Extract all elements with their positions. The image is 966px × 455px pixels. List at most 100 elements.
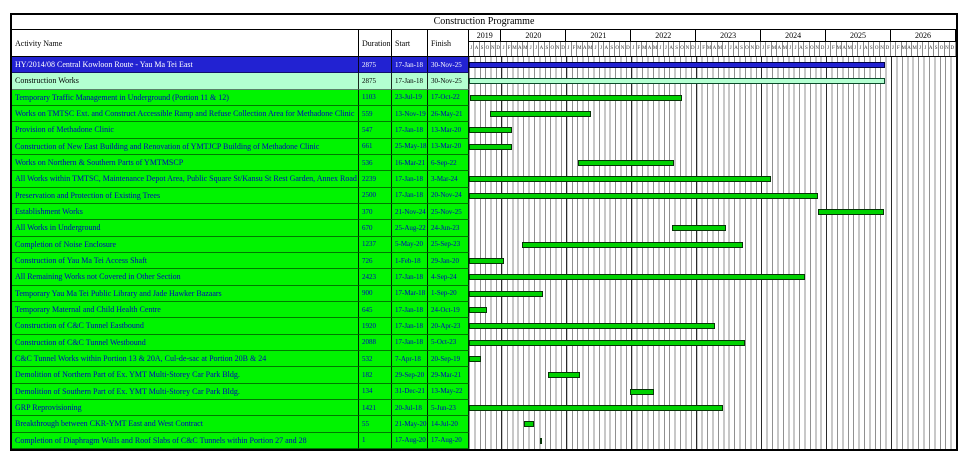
gantt-cell <box>469 171 956 187</box>
month-label: M <box>512 42 518 56</box>
activity-name-cell: Breakthrough between CKR-YMT East and We… <box>12 416 359 433</box>
gantt-bar <box>577 160 675 167</box>
month-label: S <box>545 42 551 56</box>
month-label: D <box>885 42 891 56</box>
gantt-cell <box>469 302 956 318</box>
gantt-cell <box>469 204 956 220</box>
month-label: J <box>631 42 637 56</box>
column-header-activity: Activity Name <box>12 30 359 56</box>
month-label: N <box>815 42 821 56</box>
month-label: M <box>912 42 918 56</box>
month-label: O <box>680 42 686 56</box>
gantt-cell <box>469 433 956 449</box>
activity-name-cell: Works on Northern & Southern Parts of YM… <box>12 154 359 172</box>
month-label: F <box>637 42 642 56</box>
year-label: 2022 <box>631 30 697 41</box>
month-label: F <box>507 42 513 56</box>
month-label: S <box>934 42 940 56</box>
table-row: Temporary Traffic Management in Undergro… <box>12 89 956 106</box>
activity-name-cell: Completion of Noise Enclosure <box>12 236 359 253</box>
gantt-bar <box>540 437 543 444</box>
month-label: O <box>810 42 815 56</box>
month-label: N <box>750 42 756 56</box>
month-label: F <box>572 42 578 56</box>
table-row: Temporary Yau Ma Tei Public Library and … <box>12 285 956 302</box>
year-label: 2025 <box>826 30 891 41</box>
year-label: 2024 <box>761 30 827 41</box>
month-label: J <box>826 42 832 56</box>
activity-name-cell: All Works in Underground <box>12 220 359 237</box>
table-row: Establishment Works 370 21-Nov-24 25-Nov-25 <box>12 203 956 221</box>
month-label: A <box>669 42 675 56</box>
start-date-cell: 17-Jan-18 <box>392 301 428 319</box>
activity-name-cell: All Works within TMTSC, Maintenance Depo… <box>12 171 359 188</box>
start-date-cell: 25-Aug-22 <box>392 220 428 237</box>
month-label: S <box>739 42 745 56</box>
duration-cell: 1103 <box>359 89 392 106</box>
start-date-cell: 17-Jan-18 <box>392 318 428 335</box>
table-row: Completion of Diaphragm Walls and Roof S… <box>12 432 956 449</box>
start-date-cell: 17-Mar-18 <box>392 285 428 302</box>
month-label: O <box>745 42 751 56</box>
month-label: A <box>604 42 610 56</box>
finish-date-cell: 17-Oct-22 <box>428 89 469 106</box>
activity-name-cell: HY/2014/08 Central Kowloon Route - Yau M… <box>12 57 359 74</box>
table-row: All Works in Underground 670 25-Aug-22 24-J… <box>12 220 956 237</box>
gantt-bar <box>469 143 513 150</box>
gantt-cell <box>469 318 956 334</box>
gantt-bar <box>521 241 743 248</box>
construction-programme-chart: Construction Programme Activity Name Dur… <box>10 13 958 451</box>
activity-name-cell: All Remaining Works not Covered in Other… <box>12 269 359 286</box>
month-label: N <box>491 42 497 56</box>
duration-cell: 1 <box>359 432 392 449</box>
gantt-cell <box>469 416 956 432</box>
gantt-bar <box>469 127 513 134</box>
month-label: J <box>528 42 534 56</box>
month-label: J <box>658 42 664 56</box>
month-label: A <box>799 42 805 56</box>
gantt-bar <box>469 176 772 183</box>
activity-name-cell: Construction Works <box>12 73 359 90</box>
month-label: S <box>674 42 680 56</box>
gantt-bar <box>469 307 488 314</box>
activity-name-cell: Demolition of Northern Part of Ex. YMT M… <box>12 367 359 384</box>
gantt-bar <box>469 405 723 412</box>
table-row: Temporary Maternal and Child Health Cent… <box>12 301 956 319</box>
month-label: O <box>615 42 621 56</box>
month-label: A <box>842 42 848 56</box>
month-label: J <box>761 42 767 56</box>
activity-name-cell: Temporary Maternal and Child Health Cent… <box>12 301 359 319</box>
month-label: J <box>566 42 572 56</box>
month-label: A <box>583 42 588 56</box>
start-date-cell: 17-Jan-18 <box>392 334 428 351</box>
month-label: J <box>599 42 605 56</box>
month-label: D <box>691 42 697 56</box>
gantt-bar <box>469 290 543 297</box>
year-label: 2023 <box>696 30 762 41</box>
gantt-bar <box>629 388 654 395</box>
gantt-bar <box>469 192 819 199</box>
gantt-bar <box>469 339 745 346</box>
finish-date-cell: 26-May-21 <box>428 105 469 123</box>
duration-cell: 2500 <box>359 187 392 204</box>
column-header-start: Start <box>392 30 428 56</box>
finish-date-cell: 20-Apr-23 <box>428 318 469 335</box>
duration-cell: 2875 <box>359 57 392 74</box>
month-label: M <box>642 42 648 56</box>
finish-date-cell: 4-Sep-24 <box>428 269 469 286</box>
month-label: M <box>847 42 853 56</box>
gantt-bar <box>469 274 805 281</box>
start-date-cell: 17-Jan-18 <box>392 269 428 286</box>
activity-name-cell: GRP Reprovisioning <box>12 399 359 417</box>
month-label: N <box>685 42 691 56</box>
duration-cell: 536 <box>359 154 392 172</box>
gantt-cell <box>469 253 956 269</box>
finish-date-cell: 25-Sep-23 <box>428 236 469 253</box>
month-label: M <box>588 42 594 56</box>
month-label: N <box>556 42 561 56</box>
month-label: M <box>718 42 724 56</box>
month-label: A <box>712 42 718 56</box>
duration-cell: 661 <box>359 138 392 155</box>
month-label: J <box>788 42 794 56</box>
